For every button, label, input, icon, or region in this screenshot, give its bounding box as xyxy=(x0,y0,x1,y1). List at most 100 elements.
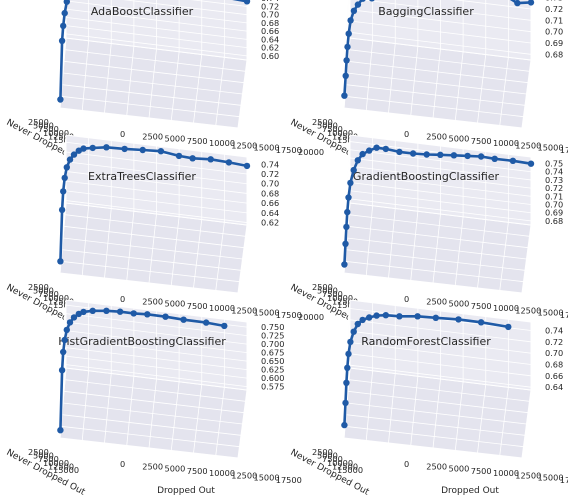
data-point xyxy=(491,155,498,162)
data-point xyxy=(57,96,64,103)
z-tick-label: 0.72 xyxy=(545,4,563,14)
data-point xyxy=(66,319,74,326)
y-tick-label: 10000 xyxy=(43,293,69,303)
z-tick-label: 0.575 xyxy=(261,382,284,392)
floor-gridline xyxy=(63,60,245,84)
z-tick-label: 0.68 xyxy=(545,49,563,59)
floor-gridline xyxy=(346,72,527,95)
back-gridline xyxy=(65,180,248,204)
data-point xyxy=(366,314,373,321)
data-point xyxy=(343,57,350,64)
data-point xyxy=(63,326,70,334)
data-point xyxy=(61,174,68,182)
y-tick-label: 10000 xyxy=(327,293,353,303)
data-point xyxy=(509,157,517,164)
data-point xyxy=(366,147,373,154)
back-gridline xyxy=(349,165,532,189)
data-point xyxy=(350,7,358,14)
data-point xyxy=(344,208,351,216)
z-tick-label: 0.66 xyxy=(545,371,563,381)
data-point xyxy=(57,258,64,265)
data-point xyxy=(382,312,389,319)
data-point xyxy=(347,17,354,24)
data-point xyxy=(354,157,361,164)
z-tick-label: 0.69 xyxy=(545,38,563,48)
left-gridline xyxy=(343,0,349,46)
data-point xyxy=(221,322,228,330)
data-point xyxy=(121,145,128,153)
data-point xyxy=(103,144,110,151)
x-tick-label: 5000 xyxy=(165,299,186,309)
y-tick-label: 10000 xyxy=(43,458,69,468)
floor-gridline xyxy=(348,379,530,402)
data-point xyxy=(423,151,430,158)
data-point xyxy=(70,151,78,158)
back-gridline xyxy=(349,319,532,343)
floor-gridline xyxy=(346,237,527,260)
subplot-1: AdaBoostClassifier0.600.620.640.660.680.… xyxy=(5,0,324,168)
data-point xyxy=(527,160,535,167)
back-gridline xyxy=(123,0,248,16)
x-tick-label: 17500 xyxy=(276,145,302,155)
data-point xyxy=(60,348,67,356)
x-tick-label: 5000 xyxy=(449,299,470,309)
back-gridline xyxy=(65,161,248,185)
x-tick-label: 12500 xyxy=(515,470,541,480)
x-tick-label: 10000 xyxy=(493,138,519,148)
y-tick-label: 5000 xyxy=(33,286,54,296)
subplot-4: GradientBoostingClassifier0.680.690.700.… xyxy=(289,134,568,333)
z-tick-label: 0.60 xyxy=(261,51,279,61)
floor-gridline xyxy=(347,390,529,414)
back-gridline xyxy=(65,355,248,379)
data-point xyxy=(57,427,64,434)
data-point xyxy=(139,146,146,154)
back-gridline xyxy=(349,157,532,181)
y-tick-label: 5000 xyxy=(33,121,54,131)
floor-gridline xyxy=(345,249,526,271)
z-tick-label: 0.74 xyxy=(545,167,563,177)
x-axis-label: Dropped Out xyxy=(441,486,499,496)
data-point xyxy=(350,166,357,174)
floor-gridline xyxy=(348,214,530,237)
data-point xyxy=(58,37,66,44)
z-tick-label: 0.68 xyxy=(545,216,563,226)
z-tick-label: 0.64 xyxy=(545,382,563,392)
data-point xyxy=(373,144,380,151)
data-point xyxy=(359,150,366,158)
data-point xyxy=(58,367,66,374)
z-tick-label: 0.66 xyxy=(261,198,279,208)
z-tick-label: 0.73 xyxy=(545,175,563,185)
back-gridline xyxy=(360,0,532,21)
floor-gridline xyxy=(344,260,524,283)
z-tick-label: 0.600 xyxy=(261,373,284,383)
x-tick-label: 2500 xyxy=(142,296,163,306)
y-tick-label: 5000 xyxy=(317,286,338,296)
y-tick-label: 7500 xyxy=(322,124,343,134)
z-tick-label: 0.64 xyxy=(261,208,279,218)
z-tick-label: 0.72 xyxy=(545,337,563,347)
data-point xyxy=(354,320,361,328)
floor-gridline xyxy=(348,49,530,72)
z-tick-label: 0.71 xyxy=(545,15,563,25)
data-point xyxy=(343,379,350,386)
floor-gridline xyxy=(61,249,242,271)
floor-gridline xyxy=(64,379,246,402)
subplot-5: HistGradientBoostingClassifier 0.5750.600… xyxy=(5,299,302,496)
z-tick-label: 0.725 xyxy=(261,331,284,341)
data-point xyxy=(243,162,251,170)
z-tick-label: 0.70 xyxy=(261,179,279,189)
data-point xyxy=(144,311,151,318)
x-tick-label: 5000 xyxy=(165,464,186,474)
back-gridline xyxy=(65,364,248,387)
back-gridline xyxy=(349,173,532,197)
back-gridline xyxy=(65,8,248,32)
y-tick-label: 15000 xyxy=(337,465,363,475)
floor-gridline xyxy=(60,425,240,448)
series-line xyxy=(343,146,533,266)
y-tick-label: 7500 xyxy=(38,454,59,464)
floor-gridline xyxy=(63,225,245,249)
data-point xyxy=(130,310,137,317)
data-point xyxy=(207,156,214,163)
y-tick-label: 7500 xyxy=(38,124,59,134)
back-gridline xyxy=(349,149,532,173)
